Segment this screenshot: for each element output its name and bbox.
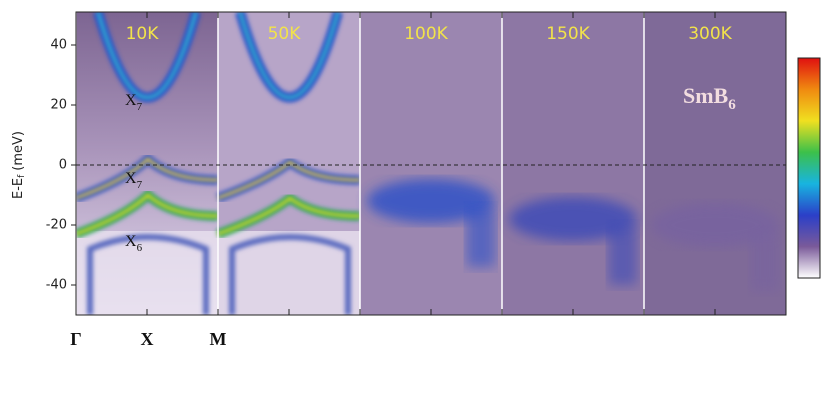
panel-label: 150K <box>546 24 590 44</box>
band <box>76 192 219 236</box>
panel-label: 10K <box>126 24 160 44</box>
band <box>76 156 219 200</box>
y-axis-label: E-Ef (meV) <box>11 131 27 199</box>
band-label-sub: 7 <box>137 101 143 113</box>
y-tick-label: 0 <box>59 158 67 173</box>
band-label-text: X <box>125 233 137 250</box>
y-tick-label: 20 <box>50 98 67 113</box>
band <box>229 234 351 315</box>
band-label: X7 <box>125 92 143 113</box>
band-label-text: X <box>125 92 137 109</box>
spectral-weight <box>509 197 637 241</box>
band <box>238 12 340 99</box>
y-tick-label: 40 <box>50 38 67 53</box>
band-label-sub: 6 <box>137 242 143 254</box>
spectral-weight <box>466 207 495 267</box>
material-label: SmB6 <box>683 83 736 113</box>
y-label-unit: (meV) <box>11 131 26 171</box>
spectral-weight <box>750 231 779 291</box>
band <box>87 234 209 315</box>
spectral-weight <box>608 225 637 285</box>
plot-frame <box>75 11 787 316</box>
material-text: SmB <box>683 83 729 108</box>
band-label: X7 <box>125 170 143 191</box>
spectral-weight <box>651 203 779 247</box>
material-sub: 6 <box>728 97 736 113</box>
y-label-text: E-E <box>11 178 26 199</box>
band-label-text: X <box>125 170 137 187</box>
band <box>217 196 361 236</box>
band-label-sub: 7 <box>137 179 143 191</box>
panel-label: 50K <box>268 24 302 44</box>
k-label: X <box>141 329 154 349</box>
panel-label: 300K <box>688 24 732 44</box>
k-label: Γ <box>70 329 81 349</box>
k-label: M <box>210 329 227 349</box>
band <box>217 160 361 200</box>
panel-label: 100K <box>404 24 448 44</box>
y-label-sub: f <box>17 174 27 178</box>
spectra <box>76 12 786 315</box>
band <box>96 12 198 99</box>
y-tick-label: -40 <box>46 278 67 293</box>
colorbar <box>797 57 821 279</box>
spectral-weight <box>367 179 495 223</box>
y-tick-label: -20 <box>46 218 67 233</box>
band-label: X6 <box>125 233 143 254</box>
panel-bg <box>360 12 502 315</box>
